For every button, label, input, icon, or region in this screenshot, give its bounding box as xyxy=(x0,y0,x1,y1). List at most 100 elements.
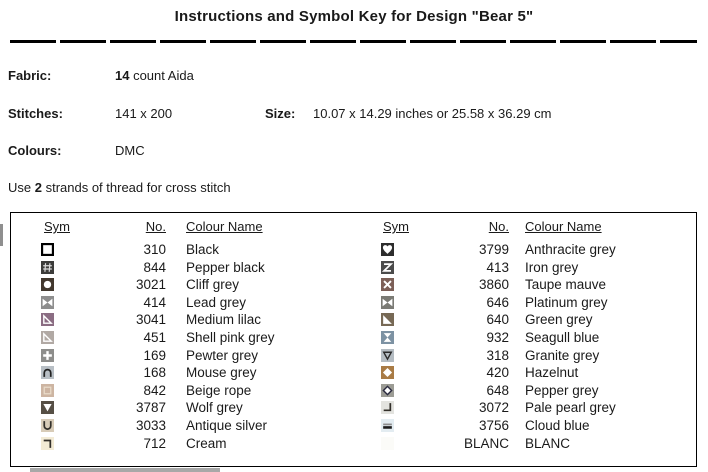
symbol-hourglass-icon xyxy=(381,331,394,344)
strands-suffix: strands of thread for cross stitch xyxy=(41,180,231,195)
fabric-value: 14 count Aida xyxy=(115,68,194,83)
key-row: 310 Black xyxy=(11,242,696,260)
colour-number: 3756 xyxy=(478,418,509,433)
colour-name: Cream xyxy=(186,435,227,451)
symbol-square-outline-icon xyxy=(41,383,54,397)
colour-number: 451 xyxy=(143,330,166,345)
colour-name: Granite grey xyxy=(525,347,600,363)
header-name-left: Colour Name xyxy=(186,219,263,234)
colour-number: 932 xyxy=(486,330,509,345)
header-sym-right: Sym xyxy=(383,219,409,234)
colour-number: 648 xyxy=(486,382,509,398)
symbol-none-icon xyxy=(381,436,394,450)
colour-number: 712 xyxy=(143,435,166,451)
colour-number: 3041 xyxy=(135,312,166,328)
key-row: 451 Shell pink grey xyxy=(11,330,696,348)
colour-number: 168 xyxy=(143,365,166,381)
colour-name: Hazelnut xyxy=(525,365,579,381)
colour-number: 414 xyxy=(143,294,166,310)
symbol-x-icon xyxy=(381,278,394,292)
symbol-double-bar-icon xyxy=(381,419,394,432)
symbol-square-icon xyxy=(41,243,54,256)
key-row: 932 Seagull blue xyxy=(11,330,696,348)
symbol-corner-br-icon xyxy=(381,401,394,415)
fabric-row: Fabric: 14 count Aida xyxy=(0,68,708,86)
key-row: 318 Granite grey xyxy=(11,348,696,366)
colour-name: Medium lilac xyxy=(186,312,262,328)
colours-label: Colours: xyxy=(8,143,62,158)
colour-name: Pale pearl grey xyxy=(525,400,616,416)
symbol-tri-ll-outline-icon xyxy=(41,331,54,344)
symbol-diamond-outline-icon xyxy=(381,383,394,397)
key-row: 3072 Pale pearl grey xyxy=(11,400,696,418)
colours-value: DMC xyxy=(115,143,145,158)
key-row: 646 Platinum grey xyxy=(11,295,696,313)
stitches-row: Stitches: 141 x 200 Size: 10.07 x 14.29 … xyxy=(0,106,708,124)
colour-number: 420 xyxy=(486,365,509,381)
colour-number: BLANC xyxy=(463,435,509,451)
key-row: 712 Cream xyxy=(11,436,696,454)
colour-name: Platinum grey xyxy=(525,294,608,310)
key-row: 640 Green grey xyxy=(11,312,696,330)
colour-name: Shell pink grey xyxy=(186,330,275,345)
header-no-right: No. xyxy=(488,219,509,234)
size-value: 10.07 x 14.29 inches or 25.58 x 36.29 cm xyxy=(313,106,552,121)
size-label: Size: xyxy=(265,106,296,121)
colour-name: Mouse grey xyxy=(186,365,257,381)
colour-name: BLANC xyxy=(525,435,571,451)
symbol-tri-ll-icon xyxy=(381,313,394,327)
colour-number: 3799 xyxy=(478,242,509,257)
fabric-rest: count Aida xyxy=(129,68,194,83)
strands-note: Use 2 strands of thread for cross stitch xyxy=(8,180,231,195)
colour-number: 3033 xyxy=(135,418,166,433)
colour-name: Cliff grey xyxy=(186,277,240,293)
key-row: 3033 Antique silver xyxy=(11,418,696,436)
colour-name: Green grey xyxy=(525,312,593,328)
key-row: 3860 Taupe mauve xyxy=(11,277,696,295)
colour-name: Cloud blue xyxy=(525,418,590,433)
colour-name: Beige rope xyxy=(186,382,252,398)
strands-count: 2 xyxy=(34,180,42,195)
key-row: 420 Hazelnut xyxy=(11,365,696,383)
symbol-diamond-icon xyxy=(381,366,394,380)
key-row: 3021 Cliff grey xyxy=(11,277,696,295)
symbol-hash-icon xyxy=(41,260,54,274)
colour-name: Anthracite grey xyxy=(525,242,616,257)
colour-name: Pepper grey xyxy=(525,382,599,398)
symbol-tri-down-outline-icon xyxy=(381,348,394,362)
colours-row: Colours: DMC xyxy=(0,143,708,161)
symbol-bowtie-icon xyxy=(381,295,394,309)
title-divider xyxy=(10,40,697,43)
symbol-bowtie-icon xyxy=(41,295,54,309)
strands-prefix: Use xyxy=(8,180,35,195)
symbol-heart-icon xyxy=(381,243,394,256)
symbol-arch-icon xyxy=(41,366,54,380)
colour-number: 842 xyxy=(143,382,166,398)
colour-number: 3021 xyxy=(135,277,166,293)
symbol-circle-icon xyxy=(41,278,54,292)
colour-name: Wolf grey xyxy=(186,400,243,416)
fabric-count: 14 xyxy=(115,68,130,83)
colour-name: Seagull blue xyxy=(525,330,600,345)
key-row: 844 Pepper black xyxy=(11,260,696,278)
header-sym-left: Sym xyxy=(44,219,70,234)
page-title: Instructions and Symbol Key for Design "… xyxy=(174,8,534,25)
colour-number: 3860 xyxy=(478,277,509,293)
symbol-corner-tr-icon xyxy=(41,436,54,450)
colour-number: 640 xyxy=(486,312,509,328)
colour-number: 646 xyxy=(486,294,509,310)
colour-name: Pewter grey xyxy=(186,347,259,363)
colour-name: Pepper black xyxy=(186,259,265,275)
key-row: 3041 Medium lilac xyxy=(11,312,696,330)
symbol-tri-ll-outline-icon xyxy=(41,313,54,327)
fabric-label: Fabric: xyxy=(8,68,52,83)
symbol-plus-icon xyxy=(41,348,54,362)
symbol-u-shape-icon xyxy=(41,419,54,432)
colour-number: 413 xyxy=(486,259,509,275)
key-row: 648 Pepper grey xyxy=(11,383,696,401)
colour-number: 318 xyxy=(486,347,509,363)
key-row: 168 Mouse grey xyxy=(11,365,696,383)
key-row: 3756 Cloud blue xyxy=(11,418,696,436)
page-edge-artifact xyxy=(0,224,3,246)
key-row: 169 Pewter grey xyxy=(11,348,696,366)
